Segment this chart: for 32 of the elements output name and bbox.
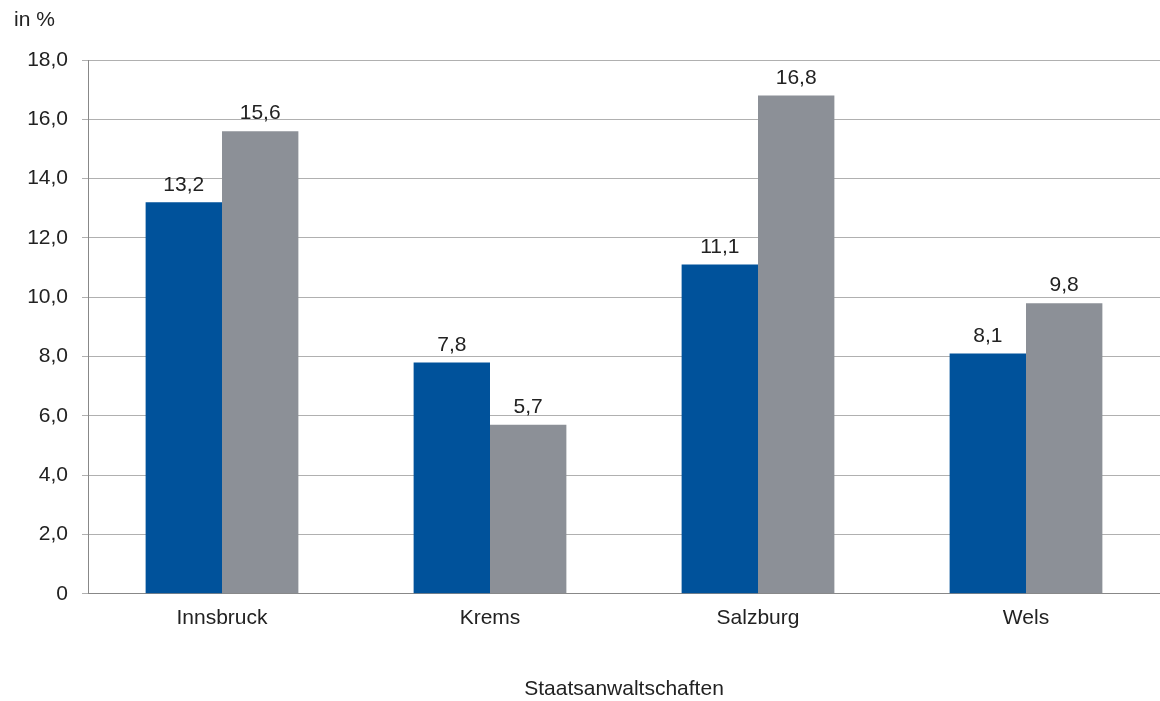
x-tick-label: Salzburg [716, 605, 800, 629]
data-label: 8,1 [973, 322, 1003, 346]
y-tick-label: 2,0 [38, 521, 68, 545]
x-tick-label: Wels [1002, 605, 1050, 629]
data-label: 11,1 [700, 233, 740, 257]
data-label: 15,6 [239, 100, 281, 124]
bar [222, 131, 299, 594]
bar [490, 424, 567, 594]
y-tick-label: 6,0 [38, 402, 68, 426]
bar [681, 264, 758, 594]
bar [145, 202, 222, 594]
y-tick-label: 10,0 [27, 284, 68, 308]
bar [413, 362, 490, 594]
y-tick-label: 14,0 [27, 165, 68, 189]
bar [949, 353, 1026, 594]
bar [758, 95, 835, 594]
data-label: 5,7 [513, 394, 543, 418]
data-label: 7,8 [437, 331, 467, 355]
y-tick-label: 16,0 [27, 106, 68, 130]
data-label: 16,8 [775, 64, 817, 88]
x-axis-title: Staatsanwaltschaften [524, 675, 724, 699]
bar [1026, 303, 1103, 594]
y-tick-label: 12,0 [27, 224, 68, 248]
y-tick-label: 0 [56, 580, 68, 604]
data-label: 9,8 [1049, 272, 1079, 296]
y-axis-title: in % [14, 6, 55, 30]
y-tick-label: 4,0 [38, 461, 68, 485]
x-tick-label: Krems [459, 605, 521, 629]
x-tick-label: Innsbruck [176, 605, 269, 629]
y-tick-label: 18,0 [27, 46, 68, 70]
data-label: 13,2 [163, 171, 205, 195]
y-tick-label: 8,0 [38, 343, 68, 367]
